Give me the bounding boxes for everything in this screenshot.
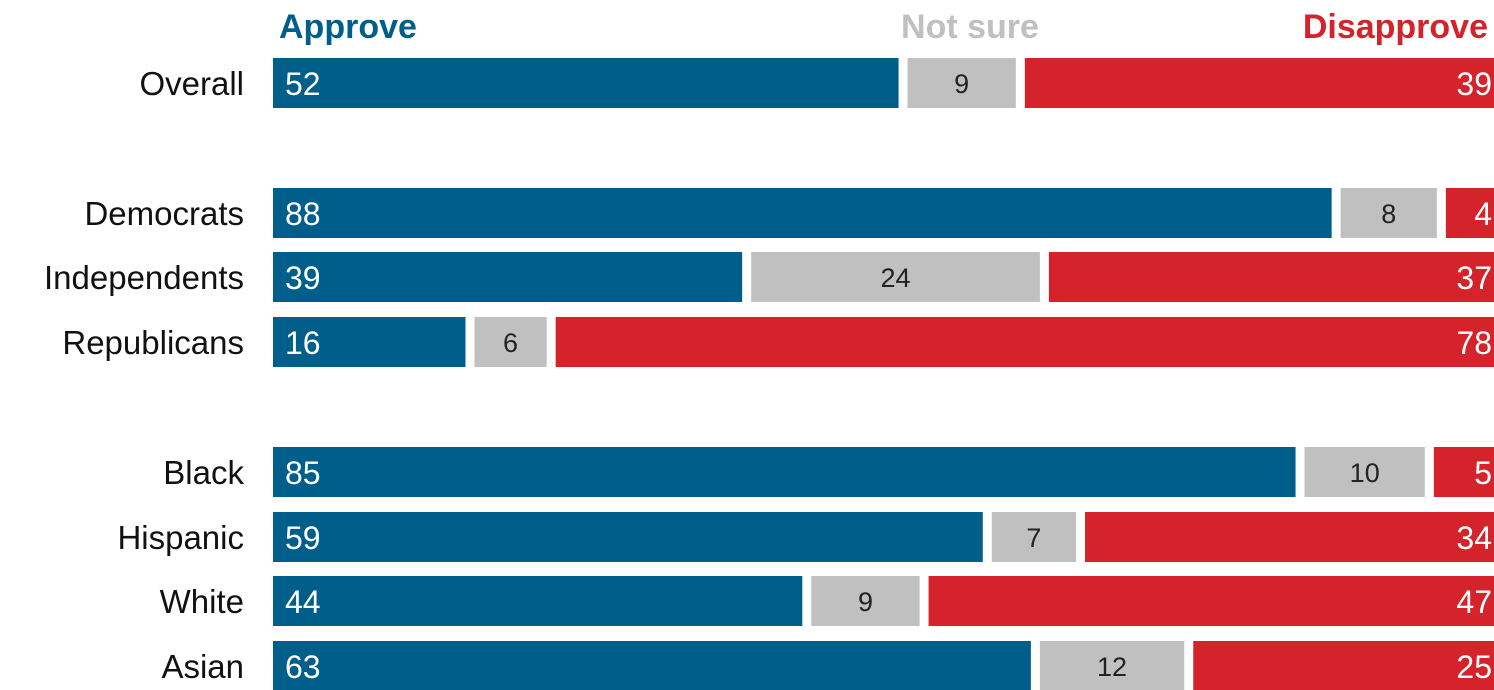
value-label-approve-independents: 39	[285, 260, 321, 296]
value-label-disapprove-republicans: 78	[1456, 325, 1492, 361]
bar-approve-white	[273, 576, 803, 626]
bar-disapprove-overall	[1024, 58, 1494, 108]
bar-approve-black	[273, 447, 1296, 497]
legend: Approve Not sure Disapprove	[279, 8, 1488, 46]
bar-not-sure-hispanic	[991, 512, 1076, 562]
value-label-approve-overall: 52	[285, 66, 321, 102]
value-label-not-sure-republicans: 6	[503, 328, 518, 358]
row-democrats: Democrats 88 8 4	[84, 188, 1494, 238]
row-label: White	[160, 583, 244, 620]
legend-disapprove: Disapprove	[1303, 8, 1488, 46]
row-republicans: Republicans 16 6 78	[62, 317, 1494, 367]
row-label: Republicans	[62, 324, 244, 361]
bar-not-sure-asian	[1039, 641, 1185, 690]
value-label-disapprove-white: 47	[1456, 584, 1492, 620]
bar-disapprove-black	[1433, 447, 1494, 497]
bar-not-sure-independents	[751, 252, 1040, 302]
value-label-approve-republicans: 16	[285, 325, 321, 361]
row-label: Overall	[139, 65, 244, 102]
bar-not-sure-democrats	[1340, 188, 1437, 238]
value-label-not-sure-overall: 9	[954, 69, 969, 99]
bar-not-sure-black	[1304, 447, 1425, 497]
value-label-approve-hispanic: 59	[285, 520, 321, 556]
value-label-approve-democrats: 88	[285, 196, 321, 232]
value-label-not-sure-asian: 12	[1097, 652, 1127, 682]
value-label-disapprove-overall: 39	[1456, 66, 1492, 102]
row-label: Independents	[44, 259, 244, 296]
row-black: Black 85 10 5	[163, 447, 1494, 497]
value-label-disapprove-asian: 25	[1456, 649, 1492, 685]
bar-not-sure-overall	[907, 58, 1016, 108]
bar-approve-independents	[273, 252, 743, 302]
row-label: Hispanic	[117, 519, 244, 556]
bar-approve-republicans	[273, 317, 466, 367]
bar-approve-hispanic	[273, 512, 983, 562]
row-label: Democrats	[84, 195, 244, 232]
value-label-disapprove-hispanic: 34	[1456, 520, 1492, 556]
bar-disapprove-republicans	[555, 317, 1494, 367]
value-label-not-sure-democrats: 8	[1381, 199, 1396, 229]
value-label-disapprove-black: 5	[1474, 455, 1492, 491]
bar-disapprove-democrats	[1445, 188, 1494, 238]
legend-not-sure: Not sure	[901, 8, 1039, 46]
value-label-not-sure-white: 9	[858, 587, 873, 617]
value-label-not-sure-hispanic: 7	[1026, 523, 1041, 553]
value-label-not-sure-independents: 24	[881, 263, 911, 293]
row-white: White 44 9 47	[160, 576, 1494, 626]
row-label: Black	[163, 454, 244, 491]
bar-disapprove-independents	[1048, 252, 1494, 302]
bar-disapprove-asian	[1193, 641, 1494, 690]
bar-not-sure-republicans	[474, 317, 547, 367]
row-hispanic: Hispanic 59 7 34	[117, 512, 1494, 562]
value-label-not-sure-black: 10	[1350, 458, 1380, 488]
value-label-approve-white: 44	[285, 584, 321, 620]
value-label-disapprove-democrats: 4	[1474, 196, 1492, 232]
bar-approve-asian	[273, 641, 1031, 690]
bar-approve-democrats	[273, 188, 1332, 238]
value-label-approve-black: 85	[285, 455, 321, 491]
bar-approve-overall	[273, 58, 899, 108]
legend-approve: Approve	[279, 8, 417, 46]
value-label-disapprove-independents: 37	[1456, 260, 1492, 296]
value-label-approve-asian: 63	[285, 649, 321, 685]
row-independents: Independents 39 24 37	[44, 252, 1494, 302]
bar-disapprove-hispanic	[1084, 512, 1494, 562]
row-asian: Asian 63 12 25	[161, 641, 1494, 690]
bar-not-sure-white	[811, 576, 920, 626]
row-label: Asian	[161, 648, 244, 685]
bar-disapprove-white	[928, 576, 1494, 626]
row-overall: Overall 52 9 39	[139, 58, 1494, 108]
